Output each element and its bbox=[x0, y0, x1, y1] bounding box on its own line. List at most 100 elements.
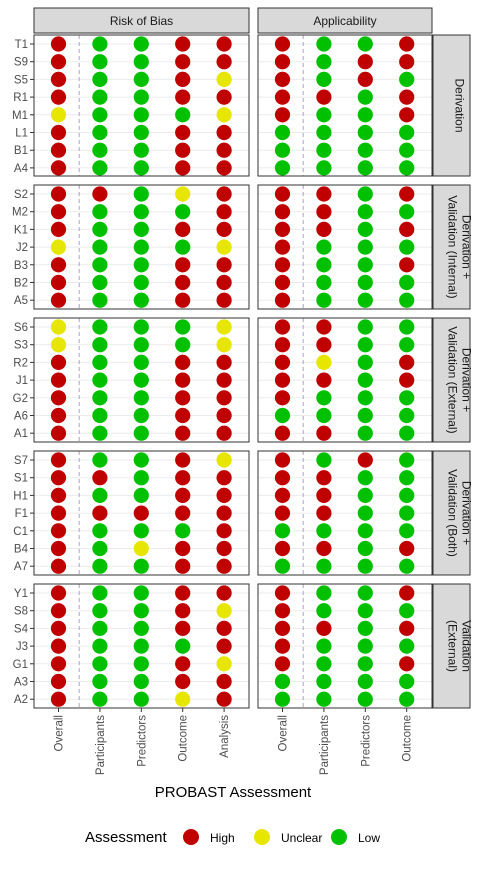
point-high bbox=[316, 470, 332, 486]
point-low bbox=[175, 337, 191, 353]
point-low bbox=[316, 292, 332, 308]
point-low bbox=[133, 673, 149, 690]
study-label: M1 bbox=[12, 110, 28, 122]
point-low bbox=[316, 124, 332, 141]
point-low bbox=[133, 274, 149, 291]
point-high bbox=[399, 186, 415, 202]
point-low bbox=[92, 620, 108, 637]
point-low bbox=[316, 638, 332, 654]
point-unclear bbox=[50, 337, 67, 353]
point-low bbox=[316, 71, 332, 87]
point-low bbox=[92, 425, 108, 441]
point-low bbox=[133, 372, 149, 388]
point-low bbox=[316, 239, 332, 255]
facet-panels: T1 S9 S5 R1 M1 L1 B1 A4 S2 M2 K1 J2 B3 B2 A5 S6 S3 R2 J1 G2… bbox=[12, 34, 433, 709]
point-unclear bbox=[50, 239, 67, 255]
study-label: R1 bbox=[13, 92, 28, 104]
point-low bbox=[92, 372, 108, 388]
point-high bbox=[92, 470, 108, 486]
point-high bbox=[274, 390, 291, 406]
column-strips: Risk of Bias Applicability bbox=[33, 7, 433, 34]
point-low bbox=[133, 638, 149, 654]
panel-applicability-3 bbox=[257, 450, 433, 576]
x-tick-outcome: Outcome bbox=[402, 715, 414, 762]
point-low bbox=[399, 160, 415, 176]
point-high bbox=[175, 558, 191, 574]
point-low bbox=[357, 221, 373, 237]
point-high bbox=[50, 656, 67, 672]
point-low bbox=[399, 204, 415, 220]
point-high bbox=[50, 620, 67, 637]
point-low bbox=[357, 558, 373, 574]
point-high bbox=[357, 71, 373, 87]
point-high bbox=[175, 656, 191, 672]
legend-swatch bbox=[331, 829, 347, 845]
legend-item-unclear: Unclear bbox=[254, 829, 322, 845]
study-label: A5 bbox=[14, 295, 28, 307]
point-high bbox=[50, 221, 67, 237]
x-tick-participants: Participants bbox=[95, 715, 107, 775]
strip-label: Validation (Both) bbox=[446, 469, 460, 557]
point-low bbox=[399, 292, 415, 308]
point-low bbox=[92, 36, 108, 52]
point-low bbox=[175, 638, 191, 654]
point-high bbox=[175, 620, 191, 637]
panel-applicability-0 bbox=[257, 34, 433, 177]
point-high bbox=[316, 372, 332, 388]
point-high bbox=[274, 354, 291, 370]
point-low bbox=[316, 523, 332, 539]
point-high bbox=[216, 89, 232, 105]
point-high bbox=[216, 470, 232, 486]
point-high bbox=[216, 160, 232, 176]
point-low bbox=[133, 558, 149, 574]
point-low bbox=[274, 691, 291, 707]
point-high bbox=[216, 487, 232, 503]
point-low bbox=[357, 292, 373, 308]
point-high bbox=[50, 257, 67, 273]
point-high bbox=[50, 160, 67, 176]
panel-risk-of-bias-0 bbox=[33, 34, 250, 177]
point-high bbox=[316, 186, 332, 202]
point-high bbox=[50, 603, 67, 619]
point-high bbox=[50, 54, 67, 70]
point-low bbox=[357, 36, 373, 52]
point-low bbox=[133, 603, 149, 619]
y-axis-ticks: T1 S9 S5 R1 M1 L1 B1 A4 bbox=[12, 39, 34, 175]
study-label: Y1 bbox=[14, 588, 28, 600]
point-low bbox=[133, 71, 149, 87]
point-low bbox=[133, 221, 149, 237]
point-low bbox=[133, 354, 149, 370]
point-low bbox=[133, 470, 149, 486]
point-low bbox=[399, 390, 415, 406]
study-label: S5 bbox=[14, 74, 28, 86]
x-tick-analysis: Analysis bbox=[219, 715, 231, 758]
point-unclear bbox=[50, 319, 67, 335]
point-unclear bbox=[216, 656, 232, 672]
point-low bbox=[133, 89, 149, 105]
point-high bbox=[92, 505, 108, 521]
point-high bbox=[175, 505, 191, 521]
panel-applicability-2 bbox=[257, 317, 433, 443]
point-low bbox=[92, 603, 108, 619]
point-low bbox=[399, 407, 415, 424]
point-high bbox=[175, 390, 191, 406]
point-unclear bbox=[216, 452, 232, 468]
strip-derivation-validation-internal: Derivation +Validation (Internal) bbox=[432, 184, 474, 310]
point-high bbox=[274, 292, 291, 308]
point-low bbox=[133, 487, 149, 503]
point-low bbox=[92, 452, 108, 468]
point-high bbox=[175, 425, 191, 441]
point-high bbox=[50, 407, 67, 424]
point-high bbox=[175, 354, 191, 370]
point-low bbox=[92, 487, 108, 503]
legend-item-low: Low bbox=[331, 829, 380, 845]
point-low bbox=[175, 319, 191, 335]
point-low bbox=[92, 673, 108, 690]
point-low bbox=[92, 390, 108, 406]
point-low bbox=[92, 71, 108, 87]
point-high bbox=[50, 673, 67, 690]
point-high bbox=[274, 585, 291, 601]
point-low bbox=[92, 89, 108, 105]
point-high bbox=[50, 186, 67, 202]
point-low bbox=[357, 487, 373, 503]
